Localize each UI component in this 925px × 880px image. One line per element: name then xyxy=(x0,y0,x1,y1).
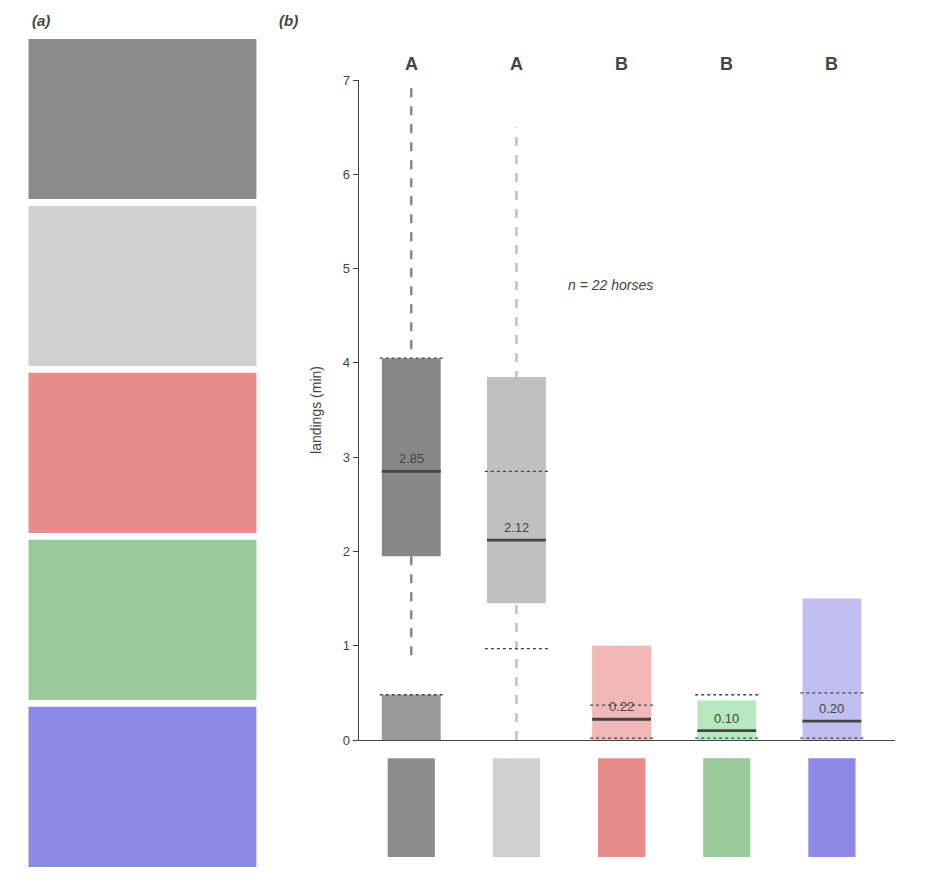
svg-text:A: A xyxy=(405,54,418,74)
svg-text:landings (min): landings (min) xyxy=(308,366,324,454)
svg-text:B: B xyxy=(720,54,733,74)
svg-text:n = 22 horses: n = 22 horses xyxy=(568,277,653,293)
svg-text:6: 6 xyxy=(343,167,350,182)
svg-text:5: 5 xyxy=(343,261,350,276)
svg-text:0.22: 0.22 xyxy=(609,699,634,714)
svg-text:0.20: 0.20 xyxy=(819,701,844,716)
svg-text:4: 4 xyxy=(343,355,350,370)
svg-text:2.12: 2.12 xyxy=(504,520,529,535)
svg-text:(a): (a) xyxy=(32,12,50,29)
svg-text:1: 1 xyxy=(343,638,350,653)
svg-text:0: 0 xyxy=(343,733,350,748)
svg-text:A: A xyxy=(510,54,523,74)
svg-text:3: 3 xyxy=(343,450,350,465)
svg-text:B: B xyxy=(615,54,628,74)
svg-text:7: 7 xyxy=(343,73,350,88)
svg-text:2: 2 xyxy=(343,544,350,559)
svg-text:2.85: 2.85 xyxy=(399,451,424,466)
svg-text:0.10: 0.10 xyxy=(714,711,739,726)
svg-text:(b): (b) xyxy=(279,12,298,29)
svg-text:B: B xyxy=(825,54,838,74)
